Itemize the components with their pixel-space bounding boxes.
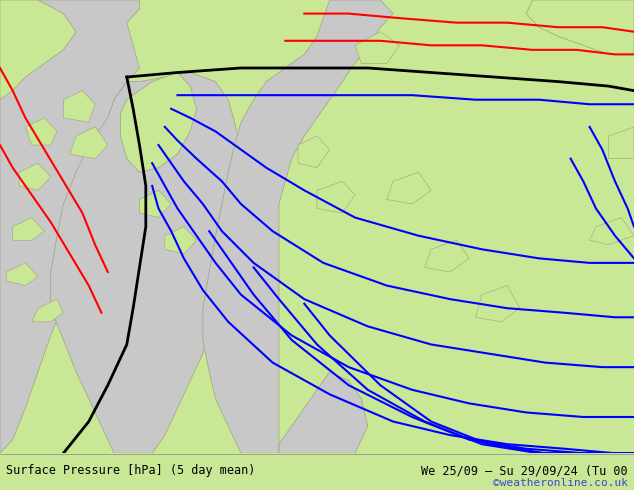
Polygon shape xyxy=(425,240,469,272)
Polygon shape xyxy=(387,172,431,204)
Polygon shape xyxy=(6,263,38,286)
Polygon shape xyxy=(0,0,139,453)
Polygon shape xyxy=(120,73,197,172)
Polygon shape xyxy=(279,371,368,453)
Polygon shape xyxy=(476,286,520,322)
Polygon shape xyxy=(13,218,44,240)
Polygon shape xyxy=(63,91,95,122)
Polygon shape xyxy=(70,127,108,159)
Polygon shape xyxy=(32,299,63,322)
Polygon shape xyxy=(25,118,57,145)
Polygon shape xyxy=(355,32,399,64)
Polygon shape xyxy=(139,191,171,218)
Polygon shape xyxy=(526,0,634,54)
Polygon shape xyxy=(317,181,355,213)
Polygon shape xyxy=(19,163,51,191)
Polygon shape xyxy=(165,226,197,254)
Polygon shape xyxy=(203,0,393,453)
Polygon shape xyxy=(590,218,634,245)
Text: Surface Pressure [hPa] (5 day mean): Surface Pressure [hPa] (5 day mean) xyxy=(6,465,256,477)
Text: We 25/09 – Su 29/09/24 (Tu 00: We 25/09 – Su 29/09/24 (Tu 00 xyxy=(421,465,628,477)
Polygon shape xyxy=(0,0,76,99)
Polygon shape xyxy=(51,73,241,453)
Polygon shape xyxy=(609,127,634,159)
Text: ©weatheronline.co.uk: ©weatheronline.co.uk xyxy=(493,478,628,488)
Polygon shape xyxy=(298,136,330,168)
